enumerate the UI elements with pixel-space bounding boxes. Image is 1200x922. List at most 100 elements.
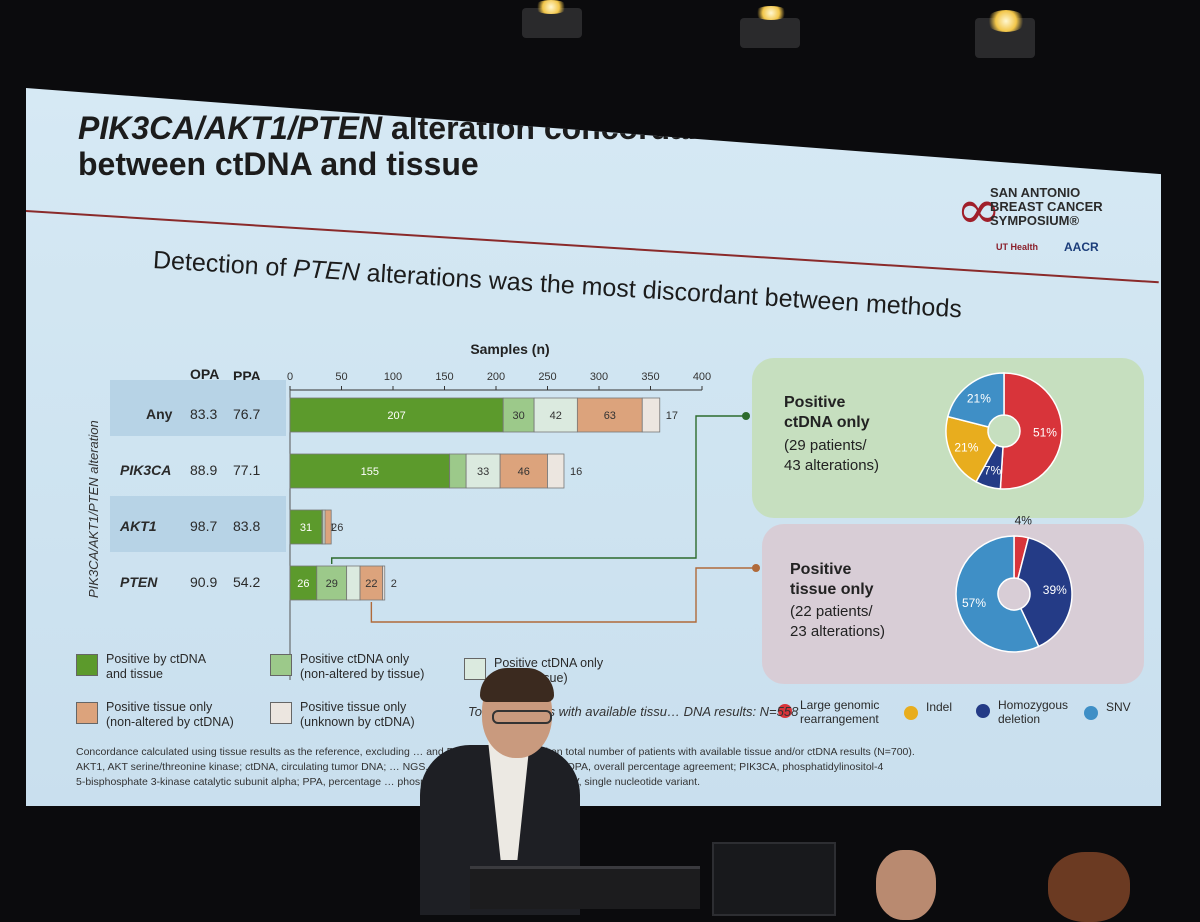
pie-slice bbox=[999, 372, 1063, 490]
pie-legend-label: Indel bbox=[926, 700, 952, 714]
audience-head bbox=[876, 850, 936, 920]
title-rest: alteration concordance bbox=[382, 110, 744, 146]
pie-legend-line: deletion bbox=[998, 712, 1041, 726]
stage-light-housing bbox=[740, 18, 800, 48]
sabcs-logo: ∞ SAN ANTONIO BREAST CANCER SYMPOSIUM® U… bbox=[956, 180, 1134, 272]
pie-slice-label: 51% bbox=[1033, 425, 1057, 439]
bar-segment bbox=[382, 565, 386, 601]
panel-sub-line: 23 alterations) bbox=[790, 623, 886, 640]
x-tick-label: 50 bbox=[335, 371, 347, 383]
pie-legend-label: Large genomic rearrangement bbox=[800, 698, 879, 726]
bar-segment bbox=[324, 509, 332, 545]
podium bbox=[470, 866, 700, 909]
bar-segment bbox=[289, 565, 318, 601]
pie-legend-dot bbox=[1084, 706, 1098, 720]
bar-segment bbox=[502, 397, 535, 433]
opa-value: 88.9 bbox=[190, 462, 218, 478]
connector-ctdna bbox=[331, 415, 746, 564]
stage-monitor bbox=[712, 842, 836, 916]
stage-light bbox=[986, 10, 1026, 32]
legend-label-line: and tissue bbox=[106, 667, 163, 681]
bar-value-label: 16 bbox=[570, 466, 582, 478]
legend-label-line: Positive by ctDNA bbox=[106, 652, 207, 666]
bar-segment bbox=[547, 453, 565, 489]
pie-legend-label: SNV bbox=[1106, 700, 1131, 714]
bar-segment bbox=[576, 397, 643, 433]
pie-slice-label: 4% bbox=[1015, 514, 1033, 528]
logo-line: SAN ANTONIO bbox=[990, 185, 1081, 200]
ppa-value: 83.8 bbox=[233, 518, 261, 534]
pie-legend-line: Homozygous bbox=[998, 698, 1069, 712]
bar-value-label: 30 bbox=[513, 410, 525, 422]
row-label: Any bbox=[146, 406, 173, 422]
pie-legend-label: Homozygous deletion bbox=[998, 698, 1068, 726]
legend-label: Positive by ctDNA and tissue bbox=[106, 652, 206, 682]
bar-value-label: 17 bbox=[666, 410, 678, 422]
x-axis-title: Samples (n) bbox=[470, 341, 549, 357]
pie-slice bbox=[946, 372, 1005, 428]
logo-line: SYMPOSIUM® bbox=[990, 213, 1080, 228]
subtitle-italic: PTEN bbox=[292, 254, 361, 287]
x-tick-label: 350 bbox=[641, 371, 659, 383]
ctdna-panel-sub: (29 patients/ 43 alterations) bbox=[784, 436, 879, 476]
bar-segment bbox=[346, 565, 361, 601]
bar-segment bbox=[533, 397, 578, 433]
bar-value-label: 46 bbox=[518, 466, 530, 478]
connector-tissue bbox=[370, 567, 756, 623]
legend-label-line: Positive ctDNA only bbox=[300, 652, 410, 666]
ut-health-logo: UT Health bbox=[996, 242, 1039, 252]
bar-value-label: 63 bbox=[604, 410, 616, 422]
pie-legend-line: Indel bbox=[926, 700, 953, 714]
stacked-bar-chart: Samples (n) 0 50 100 150 200 250 300 350 400 207 30… bbox=[287, 341, 760, 680]
legend-label-line: (unknown by ctDNA) bbox=[300, 715, 415, 729]
opa-value: 98.7 bbox=[190, 518, 218, 534]
ctdna-only-donut: 51% 7% 21% 21% bbox=[945, 372, 1063, 490]
audience-head bbox=[1048, 852, 1130, 922]
bar-segment bbox=[289, 509, 323, 545]
pie-slice bbox=[945, 415, 998, 483]
bar-segment bbox=[499, 453, 548, 489]
subtitle-suffix: alterations was the most discordant betw… bbox=[358, 258, 963, 324]
ppa-value: 76.7 bbox=[233, 406, 261, 422]
bar-value-label: 155 bbox=[361, 466, 379, 478]
ppa-value: 54.2 bbox=[233, 574, 261, 590]
logo-line: BREAST CANCER bbox=[990, 199, 1103, 214]
tissue-only-donut: 4% 39% 57% bbox=[955, 514, 1073, 653]
legend-swatch bbox=[76, 654, 98, 676]
x-tick-label: 300 bbox=[590, 371, 608, 383]
footnote-line: 5-bisphosphate 3-kinase catalytic subuni… bbox=[76, 776, 700, 788]
ppa-value: 77.1 bbox=[233, 462, 261, 478]
pie-slice bbox=[1017, 536, 1073, 648]
row-label: AKT1 bbox=[120, 518, 157, 534]
tissue-only-panel bbox=[762, 524, 1144, 684]
x-tick-label: 400 bbox=[693, 371, 711, 383]
y-axis-label: PIK3CA/AKT1/PTEN alteration bbox=[86, 420, 101, 598]
legend-label: Positive tissue only (non-altered by ctDN… bbox=[106, 700, 234, 730]
panel-sub-line: 43 alterations) bbox=[784, 457, 880, 474]
opa-value: 90.9 bbox=[190, 574, 218, 590]
panel-title-line: ctDNA only bbox=[784, 414, 870, 431]
panel-sub-line: (22 patients/ bbox=[790, 603, 873, 620]
pie-slice-label: 21% bbox=[967, 392, 991, 406]
row-label: PTEN bbox=[120, 574, 158, 590]
connector-dot bbox=[742, 412, 750, 420]
panel-sub-line: (29 patients/ bbox=[784, 437, 867, 454]
stage-light bbox=[534, 0, 568, 14]
tissue-panel-title: Positive tissue only bbox=[790, 560, 874, 600]
x-tick-label: 0 bbox=[287, 371, 293, 383]
pie-slice-label: 39% bbox=[1043, 583, 1067, 597]
pie-legend-dot bbox=[904, 706, 918, 720]
tissue-panel-sub: (22 patients/ 23 alterations) bbox=[790, 602, 885, 642]
x-tick-label: 100 bbox=[384, 371, 402, 383]
legend-swatch bbox=[270, 702, 292, 724]
panel-title-line: Positive bbox=[784, 394, 846, 411]
bar-value-label: 29 bbox=[326, 578, 338, 590]
pie-legend-line: Large genomic bbox=[800, 698, 880, 712]
ctdna-panel-title: Positive ctDNA only bbox=[784, 393, 870, 433]
legend-label-line: Positive tissue only bbox=[300, 700, 407, 714]
col-header-opa: OPA bbox=[190, 366, 220, 382]
bar-segment bbox=[641, 397, 661, 433]
row-label: PIK3CA bbox=[120, 462, 172, 478]
legend-label: Positive tissue only (unknown by ctDNA) bbox=[300, 700, 415, 730]
bar-value-label: 26 bbox=[297, 578, 309, 590]
